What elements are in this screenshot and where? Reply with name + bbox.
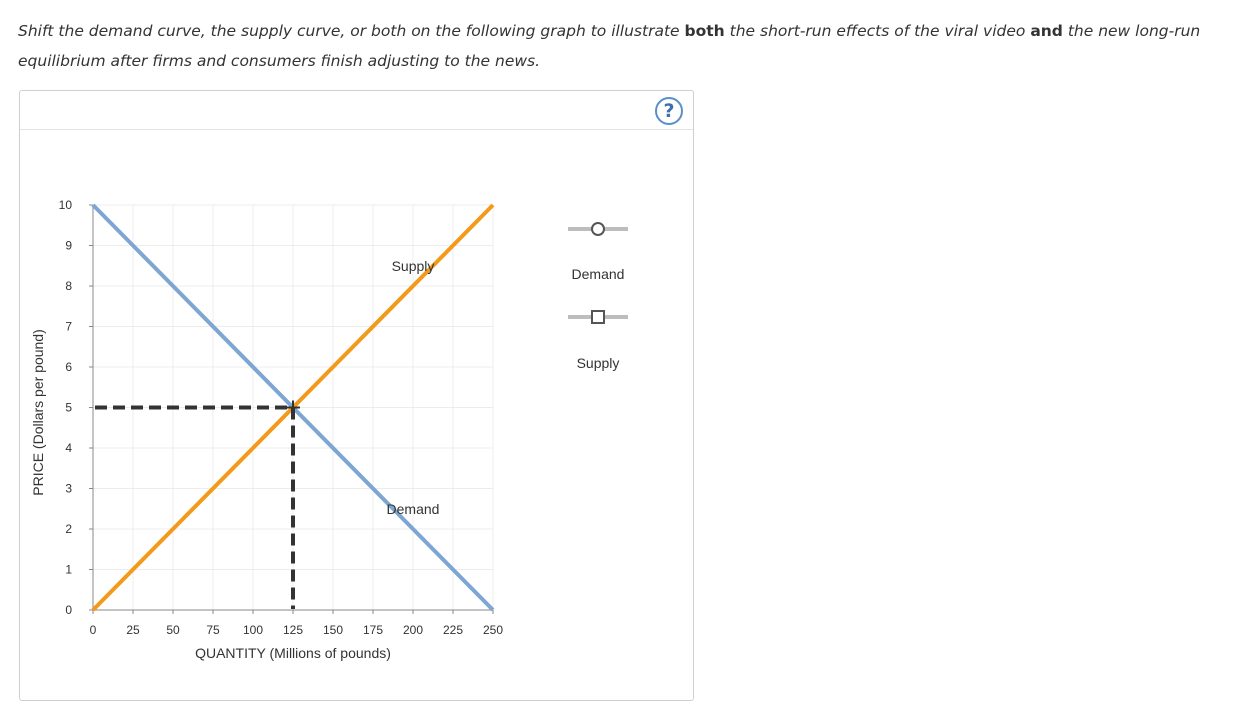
x-tick-label: 25: [126, 623, 140, 637]
x-tick-label: 200: [403, 623, 423, 637]
x-tick-label: 125: [283, 623, 303, 637]
legend-supply-label: Supply: [577, 355, 620, 371]
y-tick-label: 7: [65, 320, 72, 334]
prompt-emphasis: and: [1030, 22, 1063, 40]
x-tick-label: 150: [323, 623, 343, 637]
help-icon[interactable]: ?: [655, 97, 683, 125]
y-tick-label: 6: [65, 360, 72, 374]
prompt-emphasis: both: [684, 22, 725, 40]
legend-demand-circle-icon[interactable]: [591, 222, 605, 236]
prompt-text: the new long-run equilibrium after firms…: [18, 22, 1201, 70]
x-tick-label: 250: [483, 623, 503, 637]
y-tick-label: 1: [65, 563, 72, 577]
question-prompt: Shift the demand curve, the supply curve…: [18, 16, 1218, 76]
x-tick-label: 0: [90, 623, 97, 637]
x-axis-title: QUANTITY (Millions of pounds): [195, 645, 391, 661]
y-axis-title: PRICE (Dollars per pound): [30, 329, 46, 496]
y-tick-label: 4: [65, 441, 72, 455]
prompt-text: Shift the demand curve, the supply curve…: [18, 22, 685, 40]
y-tick-label: 8: [65, 279, 72, 293]
x-tick-label: 50: [166, 623, 180, 637]
y-tick-label: 9: [65, 239, 72, 253]
legend-supply-square-icon[interactable]: [591, 310, 605, 324]
y-tick-label: 0: [65, 603, 72, 617]
demand-curve-label: Demand: [387, 501, 440, 517]
x-tick-label: 100: [243, 623, 263, 637]
graph-panel: ?: [19, 90, 694, 701]
x-tick-label: 175: [363, 623, 383, 637]
legend-demand-label: Demand: [572, 266, 625, 282]
x-tick-label: 225: [443, 623, 463, 637]
panel-divider: [20, 129, 693, 130]
prompt-text: the short-run effects of the viral video: [724, 22, 1031, 40]
y-tick-label: 5: [65, 401, 72, 415]
x-tick-label: 75: [206, 623, 220, 637]
y-tick-label: 3: [65, 482, 72, 496]
supply-curve-label: Supply: [392, 258, 435, 274]
y-tick-label: 2: [65, 522, 72, 536]
y-tick-label: 10: [59, 198, 73, 212]
